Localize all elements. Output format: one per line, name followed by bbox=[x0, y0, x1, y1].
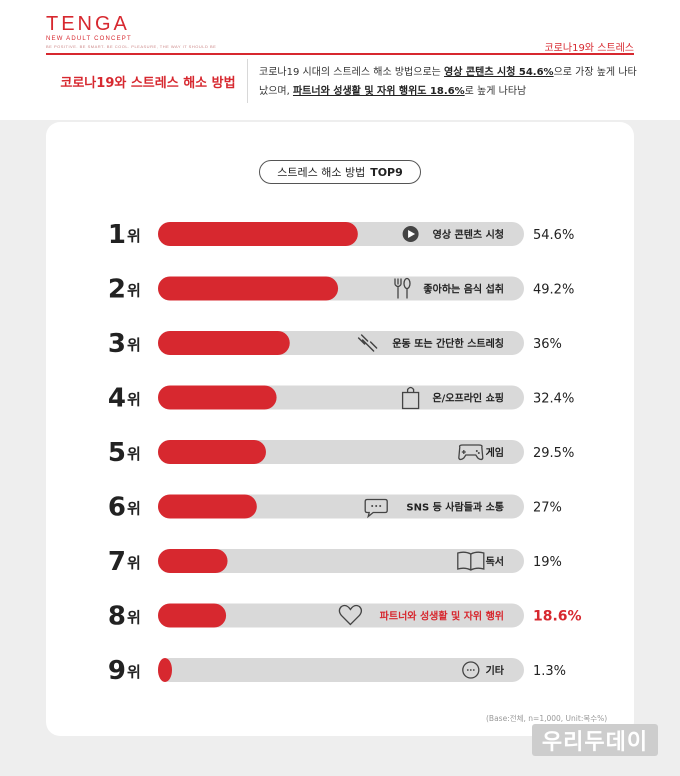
dumbbell-icon bbox=[357, 334, 378, 352]
category-label: 파트너와 성생활 및 자위 행위 bbox=[380, 610, 504, 623]
bar bbox=[158, 385, 277, 410]
rank-number: 2 bbox=[108, 275, 126, 305]
bar bbox=[158, 222, 358, 246]
value-label: 19% bbox=[533, 555, 562, 570]
logo-word: TENGA bbox=[46, 13, 130, 35]
gamepad-icon bbox=[458, 444, 484, 461]
play-icon bbox=[402, 226, 419, 242]
section-tag: 코로나19와 스트레스 bbox=[544, 43, 634, 54]
bar-track bbox=[158, 549, 524, 573]
rank-suffix: 위 bbox=[127, 609, 141, 627]
more-icon bbox=[462, 661, 480, 679]
title-box: 코로나19와 스트레스 해소 방법 bbox=[46, 55, 250, 107]
header: TENGA NEW ADULT CONCEPT BE POSITIVE. BE … bbox=[0, 0, 680, 120]
header-divider bbox=[247, 59, 248, 103]
rank-number: 9 bbox=[108, 656, 126, 686]
rank-suffix: 위 bbox=[127, 500, 141, 518]
category-label: 운동 또는 간단한 스트레칭 bbox=[392, 337, 504, 350]
bar bbox=[158, 494, 257, 519]
shopping-bag-icon bbox=[401, 386, 420, 410]
rank-number: 6 bbox=[108, 493, 126, 523]
tenga-logo: TENGA NEW ADULT CONCEPT BE POSITIVE. BE … bbox=[46, 14, 216, 49]
rank-number: 7 bbox=[108, 547, 126, 577]
category-label: 영상 콘텐츠 시청 bbox=[433, 228, 504, 241]
book-icon bbox=[457, 551, 485, 571]
desc-highlight-1: 영상 콘텐츠 시청 54.6% bbox=[444, 67, 554, 78]
chart-title-bold: TOP9 bbox=[370, 165, 403, 179]
rank-number: 3 bbox=[108, 329, 126, 359]
rank-suffix: 위 bbox=[127, 445, 141, 463]
rank-suffix: 위 bbox=[127, 554, 141, 572]
logo-tagline: BE POSITIVE. BE SMART. BE COOL. PLEASURE… bbox=[46, 44, 217, 49]
value-label: 49.2% bbox=[533, 283, 574, 298]
description: 코로나19 시대의 스트레스 해소 방법으로는 영상 콘텐츠 시청 54.6%으… bbox=[259, 63, 639, 101]
bar bbox=[158, 658, 172, 682]
bar bbox=[158, 549, 228, 573]
rank-number: 1 bbox=[108, 220, 126, 250]
page-title: 코로나19와 스트레스 해소 방법 bbox=[60, 75, 236, 91]
chart-title: 스트레스 해소 방법 TOP9 bbox=[259, 160, 421, 184]
heart-icon bbox=[338, 604, 363, 626]
value-label: 36% bbox=[533, 337, 562, 352]
fork-spoon-icon bbox=[394, 277, 411, 299]
category-label: 독서 bbox=[486, 555, 504, 568]
desc-text-1: 코로나19 시대의 스트레스 해소 방법으로는 bbox=[259, 67, 445, 78]
rank-suffix: 위 bbox=[127, 336, 141, 354]
bar bbox=[158, 603, 227, 628]
desc-text-2: 으로 가장 높게 나타났으며, bbox=[259, 67, 637, 97]
value-label: 18.6% bbox=[533, 609, 582, 625]
rank-number: 4 bbox=[108, 384, 126, 414]
desc-highlight-2: 파트너와 성생활 및 자위 행위도 18.6% bbox=[292, 86, 465, 97]
bar-track bbox=[158, 658, 524, 682]
category-label: 온/오프라인 쇼핑 bbox=[432, 392, 504, 405]
value-label: 32.4% bbox=[533, 392, 574, 407]
chart-title-text: 스트레스 해소 방법 bbox=[277, 166, 366, 179]
category-label: 좋아하는 음식 섭취 bbox=[423, 283, 504, 296]
rank-suffix: 위 bbox=[127, 663, 141, 681]
rank-number: 8 bbox=[108, 602, 126, 632]
value-label: 54.6% bbox=[533, 228, 574, 243]
value-label: 27% bbox=[533, 501, 562, 516]
category-label: 게임 bbox=[486, 446, 504, 459]
bar bbox=[158, 331, 290, 355]
watermark: 우리두데이 bbox=[532, 724, 658, 756]
header-rule bbox=[46, 53, 634, 55]
value-label: 29.5% bbox=[533, 446, 574, 461]
bar bbox=[158, 440, 266, 464]
bar bbox=[158, 276, 339, 301]
desc-text-3: 로 높게 나타남 bbox=[464, 86, 527, 97]
value-label: 1.3% bbox=[533, 664, 566, 679]
category-label: SNS 등 사람들과 소통 bbox=[406, 501, 504, 514]
footnote: (Base:전체, n=1,000, Unit:복수%) bbox=[486, 714, 608, 723]
rank-suffix: 위 bbox=[127, 227, 141, 245]
logo-subtitle: NEW ADULT CONCEPT bbox=[46, 36, 132, 42]
category-label: 기타 bbox=[486, 664, 505, 677]
rank-suffix: 위 bbox=[127, 282, 141, 300]
rank-number: 5 bbox=[108, 438, 126, 468]
chat-bubble-icon bbox=[364, 498, 388, 519]
rank-suffix: 위 bbox=[127, 391, 141, 409]
